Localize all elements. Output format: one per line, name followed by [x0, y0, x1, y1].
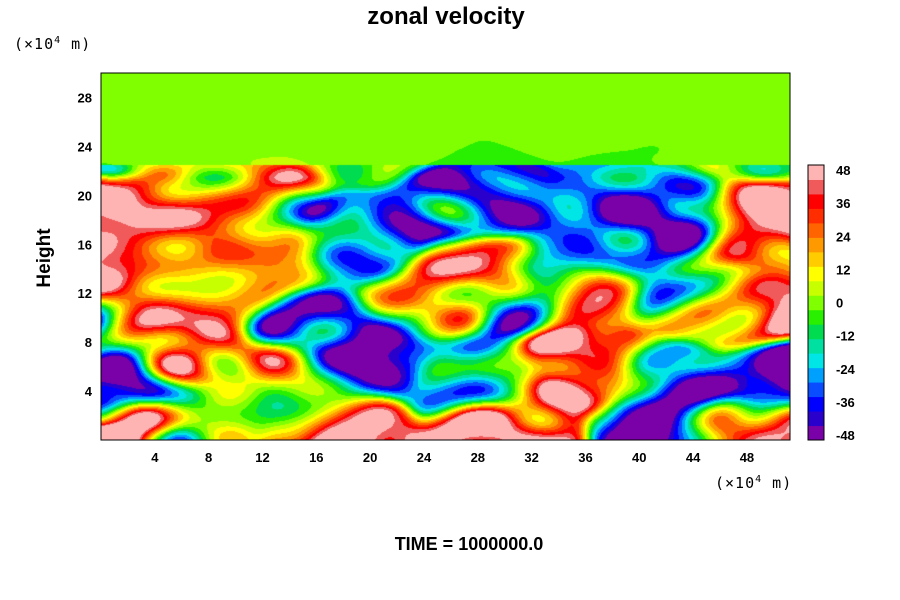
x-tick-label: 48 — [740, 450, 754, 465]
y-tick-label: 4 — [85, 384, 93, 399]
x-unit-suffix: m) — [762, 474, 792, 492]
x-tick-label: 32 — [524, 450, 538, 465]
y-tick-label: 16 — [78, 237, 92, 252]
colorbar-tick-label: 24 — [836, 229, 851, 244]
colorbar-tick-label: -24 — [836, 362, 856, 377]
y-tick-label: 8 — [85, 335, 92, 350]
colorbar-swatch — [808, 280, 824, 296]
x-tick-label: 44 — [686, 450, 701, 465]
y-tick-label: 28 — [78, 90, 92, 105]
colorbar-tick-label: -12 — [836, 329, 855, 344]
colorbar-swatch — [808, 324, 824, 340]
colorbar-tick-label: 36 — [836, 196, 850, 211]
heatmap-field — [101, 73, 790, 440]
colorbar-tick-label: 0 — [836, 296, 843, 311]
chart-title: zonal velocity — [367, 3, 525, 30]
colorbar-swatch — [808, 193, 824, 209]
colorbar-swatch — [808, 338, 824, 354]
colorbar-swatch — [808, 309, 824, 325]
x-tick-label: 40 — [632, 450, 646, 465]
x-unit-exponent: 4 — [755, 474, 762, 485]
x-tick-label: 28 — [471, 450, 485, 465]
y-unit-exponent: 4 — [54, 35, 61, 46]
colorbar-swatch — [808, 396, 824, 412]
colorbar-swatch — [808, 295, 824, 311]
y-axis-label: Height — [34, 228, 55, 288]
colorbar-swatch — [808, 266, 824, 282]
y-tick-label: 12 — [78, 286, 92, 301]
y-unit-suffix: m) — [61, 35, 91, 53]
x-tick-label: 12 — [255, 450, 269, 465]
x-tick-label: 36 — [578, 450, 592, 465]
colorbar-swatch — [808, 382, 824, 398]
x-tick-label: 20 — [363, 450, 377, 465]
colorbar-tick-label: 12 — [836, 262, 850, 277]
colorbar — [807, 164, 825, 441]
colorbar-tick-label: -48 — [836, 428, 855, 443]
colorbar-swatch — [808, 222, 824, 238]
x-tick-label: 16 — [309, 450, 323, 465]
colorbar-tick-label: 48 — [836, 163, 850, 178]
colorbar-swatch — [808, 208, 824, 224]
x-tick-label: 8 — [205, 450, 212, 465]
colorbar-swatch — [808, 367, 824, 383]
heatmap-field-container — [101, 73, 790, 440]
colorbar-swatch — [808, 179, 824, 195]
colorbar-frame — [807, 164, 825, 441]
colorbar-swatch — [808, 237, 824, 253]
y-unit-prefix: (×10 — [14, 35, 54, 53]
colorbar-swatch — [808, 353, 824, 369]
y-tick-label: 20 — [78, 188, 92, 203]
time-label: TIME = 1000000.0 — [395, 534, 544, 554]
x-axis-unit: (×104 m) — [715, 474, 792, 492]
x-unit-prefix: (×10 — [715, 474, 755, 492]
colorbar-swatch — [808, 165, 824, 180]
colorbar-swatch — [808, 251, 824, 267]
y-axis-unit: (×104 m) — [14, 35, 91, 53]
plot-frame — [100, 72, 791, 441]
x-tick-label: 4 — [151, 450, 159, 465]
colorbar-tick-label: -36 — [836, 395, 855, 410]
x-axis-ticks: 4 8 12 16 20 24 28 32 36 40 44 48 — [151, 450, 754, 465]
colorbar-ticks: 48 36 24 12 0 -12 -24 -36 -48 — [836, 163, 856, 443]
x-tick-label: 24 — [417, 450, 432, 465]
y-tick-label: 24 — [78, 139, 93, 154]
colorbar-swatch — [808, 425, 824, 441]
colorbar-swatch — [808, 411, 824, 427]
y-axis-ticks: 4 8 12 16 20 24 28 — [78, 90, 93, 399]
